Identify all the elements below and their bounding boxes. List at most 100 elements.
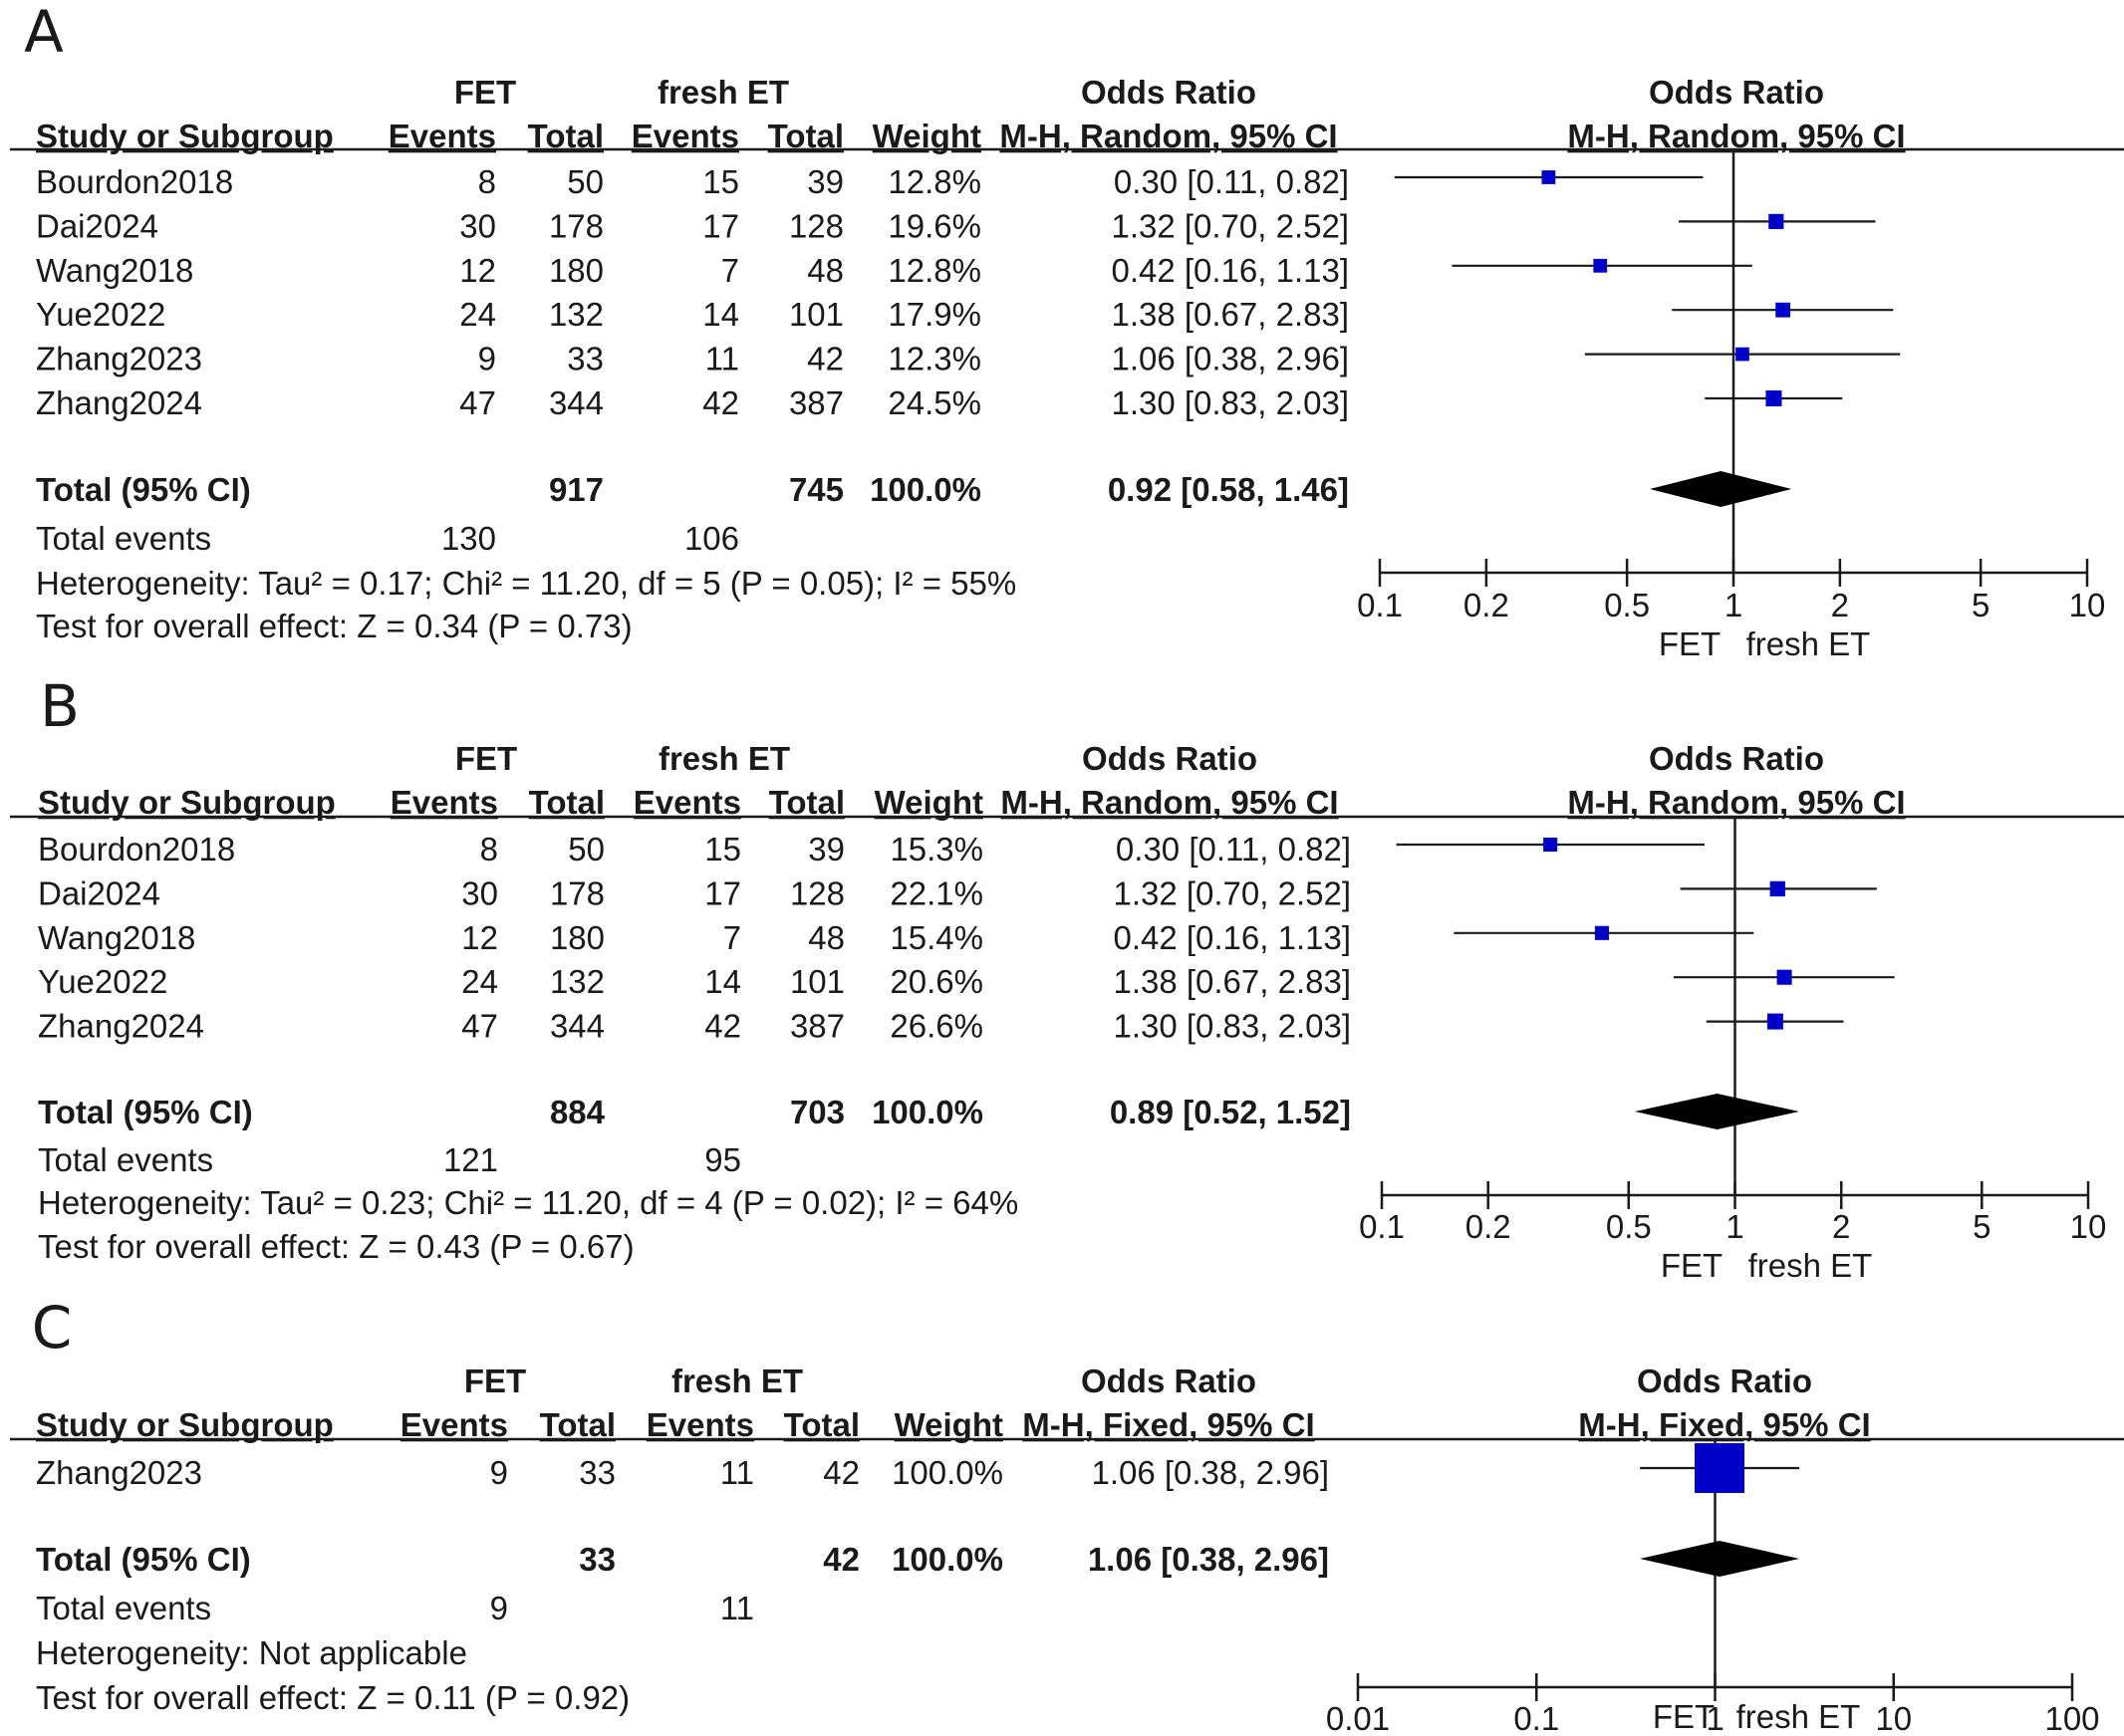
events1-column-header: Events <box>400 1406 508 1443</box>
weight-cell: 15.3% <box>890 831 983 868</box>
study-column-header: Study or Subgroup <box>38 784 336 821</box>
x-tick-label: 5 <box>1973 1208 1991 1245</box>
or-plot-method-header: M-H, Random, 95% CI <box>1567 784 1905 821</box>
x-tick-label: 0.1 <box>1357 587 1403 623</box>
total2-cell: 387 <box>789 384 844 421</box>
x-tick-label: 1 <box>1726 1208 1743 1245</box>
study-point-estimate <box>1776 969 1792 985</box>
study-point-estimate <box>1775 302 1791 318</box>
study-row: Zhang2024 47 344 42 387 26.6% 1.30 [0.83, 2.03… <box>38 1008 1351 1045</box>
weight-cell: 22.1% <box>890 874 983 911</box>
total2-cell: 39 <box>807 163 844 200</box>
total-weight: 100.0% <box>872 1094 983 1130</box>
events1-cell: 9 <box>490 1454 508 1491</box>
weight-column-header: Weight <box>895 1406 1003 1443</box>
total-label: Total (95% CI) <box>36 471 251 508</box>
total-label: Total (95% CI) <box>38 1094 253 1130</box>
or-plot-title: Odds Ratio <box>1649 740 1824 777</box>
total1-cell: 50 <box>568 831 605 868</box>
study-point-estimate <box>1768 213 1784 229</box>
total1-cell: 33 <box>579 1454 616 1491</box>
total1-column-header: Total <box>529 784 605 821</box>
study-row: Bourdon2018 8 50 15 39 12.8% 0.30 [0.11, 0.82] <box>36 163 1349 200</box>
weight-cell: 12.8% <box>888 163 981 200</box>
weight-cell: 26.6% <box>890 1008 983 1045</box>
weight-cell: 15.4% <box>890 919 983 956</box>
events2-cell: 14 <box>702 296 739 333</box>
study-column-header: Study or Subgroup <box>36 1406 334 1443</box>
or-plot-method-header: M-H, Fixed, 95% CI <box>1578 1406 1870 1443</box>
total-events-label: Total events <box>36 1590 211 1626</box>
favours-left-label: FET <box>1659 625 1721 662</box>
total1-cell: 180 <box>550 919 605 956</box>
x-tick-label: 0.5 <box>1606 1208 1652 1245</box>
events1-cell: 47 <box>459 384 496 421</box>
events2-cell: 15 <box>704 831 741 868</box>
events2-cell: 11 <box>720 1454 754 1491</box>
events2-cell: 11 <box>705 341 739 377</box>
odds-ratio-cell: 0.30 [0.11, 0.82] <box>1114 163 1349 200</box>
events1-cell: 12 <box>459 252 496 289</box>
total2-cell: 48 <box>808 919 845 956</box>
study-name: Zhang2024 <box>38 1008 204 1045</box>
total1-sum: 917 <box>549 471 604 508</box>
odds-ratio-cell: 1.32 [0.70, 2.52] <box>1113 874 1351 911</box>
total2-cell: 128 <box>789 207 844 244</box>
pooled-estimate-diamond <box>1650 471 1792 507</box>
odds-ratio-cell: 1.30 [0.83, 2.03] <box>1113 1008 1351 1045</box>
pooled-estimate-diamond <box>1634 1094 1799 1129</box>
total-events1: 9 <box>490 1590 508 1626</box>
or-method-header: M-H, Fixed, 95% CI <box>1022 1406 1314 1443</box>
x-tick-label: 0.1 <box>1359 1208 1405 1245</box>
group2-header: fresh ET <box>659 740 790 777</box>
panel-label: C <box>32 1294 73 1362</box>
x-tick-label: 0.2 <box>1463 587 1509 623</box>
panel-label: A <box>24 0 64 66</box>
events2-column-header: Events <box>647 1406 754 1443</box>
x-tick-label: 0.2 <box>1465 1208 1511 1245</box>
study-name: Zhang2023 <box>36 341 202 377</box>
total-events2: 11 <box>720 1590 754 1626</box>
study-point-estimate <box>1543 837 1558 853</box>
study-name: Dai2024 <box>38 874 160 911</box>
heterogeneity-text: Heterogeneity: Not applicable <box>36 1634 467 1671</box>
study-row: Dai2024 30 178 17 128 22.1% 1.32 [0.70, 2.52] <box>38 874 1351 911</box>
study-point-estimate <box>1769 880 1785 897</box>
study-name: Yue2022 <box>38 963 167 1000</box>
or-plot-title: Odds Ratio <box>1649 74 1824 111</box>
study-name: Bourdon2018 <box>38 831 235 868</box>
x-tick-label: 1 <box>1706 1700 1724 1736</box>
events2-cell: 17 <box>704 874 741 911</box>
study-point-estimate <box>1766 1013 1783 1030</box>
total-events1: 121 <box>443 1141 498 1178</box>
total-events-label: Total events <box>36 520 211 557</box>
total2-cell: 101 <box>790 963 845 1000</box>
group2-header: fresh ET <box>671 1363 803 1399</box>
events1-cell: 24 <box>461 963 498 1000</box>
total-events-label: Total events <box>38 1141 213 1178</box>
events1-cell: 8 <box>478 163 496 200</box>
total-events1: 130 <box>441 520 496 557</box>
weight-column-header: Weight <box>875 784 983 821</box>
total2-cell: 42 <box>807 341 844 377</box>
weight-cell: 17.9% <box>888 296 981 333</box>
x-tick-label: 10 <box>1875 1700 1912 1736</box>
events2-cell: 42 <box>702 384 739 421</box>
total1-cell: 178 <box>550 874 605 911</box>
total1-cell: 180 <box>549 252 604 289</box>
x-tick-label: 1 <box>1725 587 1742 623</box>
events2-cell: 17 <box>702 207 739 244</box>
total2-sum: 703 <box>790 1094 845 1130</box>
group1-header: FET <box>455 740 517 777</box>
x-tick-label: 2 <box>1832 1208 1850 1245</box>
total2-cell: 42 <box>823 1454 860 1491</box>
total2-sum: 42 <box>823 1541 860 1578</box>
favours-left-label: FET <box>1661 1247 1723 1284</box>
total2-cell: 387 <box>790 1008 845 1045</box>
study-row: Yue2022 24 132 14 101 20.6% 1.38 [0.67, 2.83] <box>38 963 1351 1000</box>
study-point-estimate <box>1541 170 1556 184</box>
x-tick-label: 10 <box>2070 1208 2107 1245</box>
panel-c: C FET fresh ET Odds Ratio Odds Ratio Study or… <box>10 1294 2124 1736</box>
